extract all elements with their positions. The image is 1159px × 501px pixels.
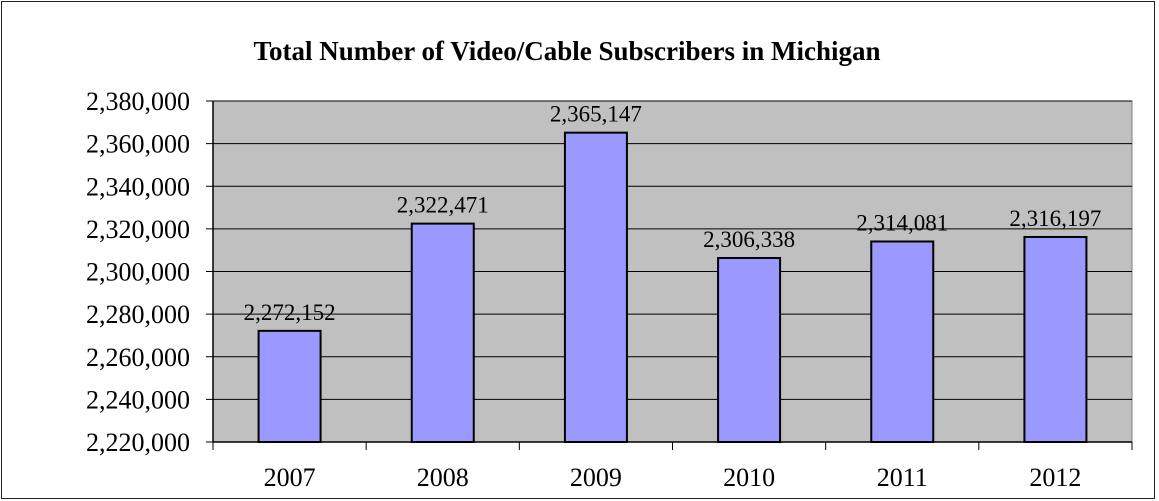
axes [206,100,1133,450]
y-tick-label: 2,280,000 [86,300,190,329]
data-label-2008: 2,322,471 [397,193,489,218]
y-tick-label: 2,380,000 [86,87,190,116]
bar-2011 [870,240,935,443]
y-tick-label: 2,300,000 [86,258,190,287]
y-tick-label: 2,360,000 [86,130,190,159]
data-label-2012: 2,316,197 [1009,206,1101,231]
data-label-2009: 2,365,147 [550,102,642,127]
x-tick-label-2012: 2012 [1029,463,1081,492]
bar-2009 [563,131,628,443]
y-tick-label: 2,220,000 [86,428,190,457]
data-labels: 2,272,152 2,322,471 2,365,147 2,306,338 2,31… [244,102,1102,325]
y-tick-label: 2,260,000 [86,343,190,372]
data-label-2011: 2,314,081 [856,210,948,235]
x-tick-label-2008: 2008 [417,463,469,492]
x-tick-label-2009: 2009 [570,463,622,492]
y-tick-label: 2,340,000 [86,172,190,201]
chart-title: Total Number of Video/Cable Subscribers … [253,36,880,66]
bars [257,131,1088,443]
x-tick-label-2011: 2011 [877,463,928,492]
bar-2007 [257,329,322,443]
bar-2008 [410,222,475,443]
y-tick-labels: 2,220,000 2,240,000 2,260,000 2,280,000 2,30… [86,87,190,457]
y-tick-label: 2,320,000 [86,215,190,244]
data-label-2007: 2,272,152 [244,300,336,325]
gridlines [213,100,1132,400]
bar-2012 [1023,235,1088,443]
y-tick-label: 2,240,000 [86,385,190,414]
x-tick-label-2007: 2007 [264,463,316,492]
data-label-2010: 2,306,338 [703,227,795,252]
x-tick-labels: 2007 2008 2009 2010 2011 2012 [264,463,1082,492]
bar-2010 [717,256,782,443]
x-tick-label-2010: 2010 [723,463,775,492]
